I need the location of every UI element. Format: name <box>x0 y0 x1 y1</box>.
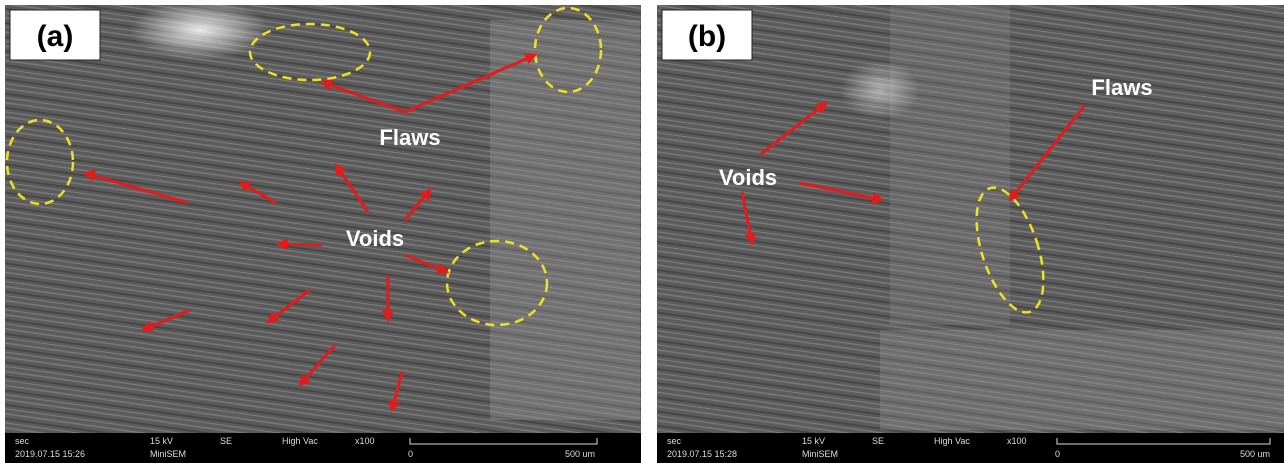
info-text: SE <box>872 436 884 446</box>
panel-a: (a) Flaws Voids sec 2019.07.15 15:26 15 … <box>5 0 641 463</box>
info-text: 2019.07.15 15:26 <box>15 449 85 459</box>
scale-text: 500 um <box>1240 449 1270 459</box>
info-text: 15 kV <box>802 436 825 446</box>
info-text: MiniSEM <box>802 449 838 459</box>
annotation: Voids <box>346 226 404 251</box>
arrow <box>278 244 322 245</box>
annotation: Flaws <box>379 125 440 150</box>
annotation: Flaws <box>1091 75 1152 100</box>
fiber-bundle <box>490 20 640 420</box>
panel-label: (a) <box>37 20 74 53</box>
info-text: sec <box>15 436 30 446</box>
info-text: MiniSEM <box>150 449 186 459</box>
fiber-bundle <box>890 5 1010 325</box>
bright-region <box>840 60 920 120</box>
info-text: SE <box>220 436 232 446</box>
info-text: High Vac <box>282 436 318 446</box>
figure: (a) Flaws Voids sec 2019.07.15 15:26 15 … <box>0 0 1284 463</box>
scale-text: 0 <box>408 449 413 459</box>
info-text: sec <box>667 436 682 446</box>
scale-text: 500 um <box>565 449 595 459</box>
fiber-bundle <box>880 330 1284 430</box>
panel-b: (b) Voids Flaws sec 2019.07.15 15:28 15 … <box>657 5 1284 463</box>
info-text: High Vac <box>934 436 970 446</box>
info-text: 15 kV <box>150 436 173 446</box>
info-text: 2019.07.15 15:28 <box>667 449 737 459</box>
info-bar <box>5 433 641 463</box>
info-bar <box>657 433 1284 463</box>
panel-label: (b) <box>688 20 726 53</box>
info-text: x100 <box>355 436 375 446</box>
scale-text: 0 <box>1055 449 1060 459</box>
info-text: x100 <box>1007 436 1027 446</box>
annotation: Voids <box>719 165 777 190</box>
